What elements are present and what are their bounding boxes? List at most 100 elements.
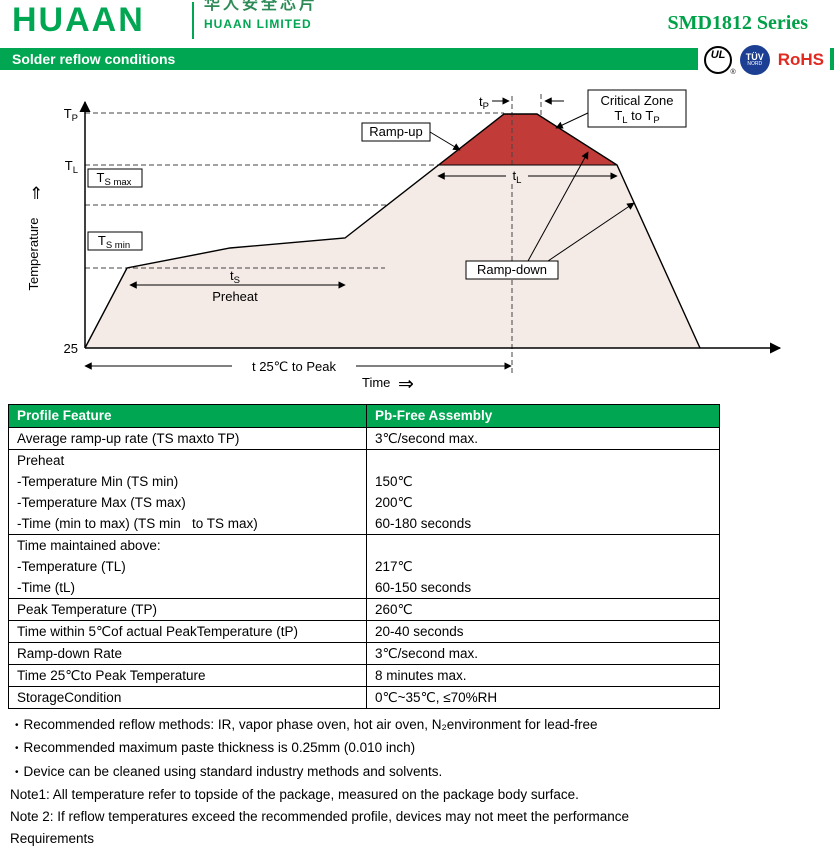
cell-line: 200℃ [375, 495, 413, 510]
cell-line: Time within 5℃of actual PeakTemperature … [17, 624, 299, 639]
cell-line: Preheat [17, 453, 65, 468]
ramp-down-annotation: Ramp-down [465, 151, 635, 280]
value-cell: 260℃ [366, 599, 719, 620]
time-axis-arrow-icon: ⇒ [398, 373, 414, 395]
tp-axis-label: TP [64, 106, 78, 124]
cell-line: 3℃/second max. [375, 431, 478, 446]
feature-cell: Preheat -Temperature Min (TS min) -Tempera… [9, 450, 366, 534]
table-header-row: Profile Feature Pb-Free Assembly [9, 405, 719, 427]
svg-text:TS min: TS min [98, 233, 130, 251]
profile-shaded-area [85, 114, 700, 348]
svg-text:tL: tL [513, 168, 522, 186]
reference-dashed-lines [85, 94, 542, 375]
cell-line: 0℃~35℃, ≤70%RH [375, 690, 498, 705]
note-text: Requirements [10, 831, 95, 847]
table-row: Peak Temperature (TP) 260℃ [9, 598, 719, 620]
note-line: • Recommended maximum paste thickness is … [10, 737, 830, 760]
huaan-logo: HUAAN [12, 1, 145, 39]
x-axis-title: Time [362, 375, 390, 390]
cell-line: 60-150 seconds [375, 580, 472, 595]
note-text: Recommended reflow methods: IR, vapor ph… [23, 717, 598, 732]
cell-line: -Temperature (TL) [17, 559, 126, 574]
note-line: Requirements [10, 828, 830, 850]
ul-logo-icon: UL ® [703, 46, 736, 76]
note-text: Note 2: If reflow temperatures exceed th… [10, 809, 630, 825]
table-row: Time 25℃to Peak Temperature 8 minutes max… [9, 664, 719, 686]
svg-text:Ramp-down: Ramp-down [477, 262, 547, 277]
value-cell: 3℃/second max. [366, 428, 719, 449]
y-axis-title: Temperature [26, 218, 41, 291]
cell-line: -Time (tL) [17, 580, 75, 595]
svg-text:Critical Zone: Critical Zone [601, 93, 674, 108]
svg-text:Preheat: Preheat [212, 289, 258, 304]
tuv-logo-text: TÜV [745, 52, 764, 62]
note-line: Note 2: If reflow temperatures exceed th… [10, 806, 830, 828]
table-row: Time within 5℃of actual PeakTemperature … [9, 620, 719, 642]
reflow-profile-chart: TP TL 25 ⇑ Temperature Time ⇒ TS max TS … [26, 89, 782, 395]
cell-line [375, 535, 719, 556]
cell-line: -Temperature Min (TS min) [17, 474, 179, 489]
table-header-profile-feature: Profile Feature [17, 408, 112, 423]
cell-line: 150℃ [375, 474, 413, 489]
cell-line: Time 25℃to Peak Temperature [17, 668, 206, 683]
tp-dimension: tP [479, 94, 564, 112]
bullet-dot: • [15, 720, 19, 731]
value-cell: 217℃ 60-150 seconds [366, 535, 719, 598]
feature-cell: Time 25℃to Peak Temperature [9, 665, 366, 686]
note-text: Device can be cleaned using standard ind… [23, 763, 443, 779]
critical-zone-area [438, 114, 617, 165]
rohs-logo: RoHS [777, 50, 824, 69]
cell-line: 60-180 seconds [375, 516, 472, 531]
table-row: Average ramp-up rate (TS maxto TP) 3℃/sec… [9, 427, 719, 449]
table-row: Preheat -Temperature Min (TS min) -Tempera… [9, 449, 719, 534]
ul-registered-mark: ® [730, 69, 736, 76]
bullet-dot: • [15, 766, 19, 778]
cell-line: -Time (min to max) (TS min to TS max) [17, 516, 258, 531]
feature-cell: Ramp-down Rate [9, 643, 366, 664]
table-row: Time maintained above: -Temperature (TL) -… [9, 534, 719, 598]
notes-section: • Recommended reflow methods: IR, vapor p… [10, 714, 830, 851]
tuv-logo-icon: TÜV NORD [739, 45, 770, 75]
certification-logos: UL ® TÜV NORD RoHS [697, 42, 830, 78]
temperature-axis-arrow-icon: ⇑ [29, 184, 43, 204]
series-title: SMD1812 Series [667, 12, 808, 34]
cell-line: 260℃ [375, 602, 413, 617]
table-body: Average ramp-up rate (TS maxto TP) 3℃/sec… [9, 427, 719, 708]
critical-zone-annotation: Critical Zone TL to TP [555, 89, 687, 129]
cell-line: StorageCondition [17, 690, 122, 705]
svg-text:tS: tS [230, 268, 240, 286]
feature-cell: StorageCondition [9, 687, 366, 708]
svg-text:Ramp-up: Ramp-up [369, 124, 422, 139]
cell-line: 20-40 seconds [375, 624, 464, 639]
ts-dimension: tS Preheat [129, 268, 346, 304]
value-cell: 8 minutes max. [366, 665, 719, 686]
table-row: StorageCondition 0℃~35℃, ≤70%RH [9, 686, 719, 708]
feature-cell: Average ramp-up rate (TS maxto TP) [9, 428, 366, 449]
ts-max-box: TS max [87, 168, 143, 188]
value-cell: 20-40 seconds [366, 621, 719, 642]
reflow-curve [84, 113, 701, 349]
note-line: • Device can be cleaned using standard in… [10, 761, 830, 784]
svg-text:tP: tP [479, 94, 489, 112]
reflow-profile-table: Profile Feature Pb-Free Assembly Average… [8, 404, 720, 709]
cell-line: Time maintained above: [17, 538, 161, 553]
company-name-chinese: 华人安全芯片 [204, 0, 319, 13]
value-cell: 0℃~35℃, ≤70%RH [366, 687, 719, 708]
table-row: Ramp-down Rate 3℃/second max. [9, 642, 719, 664]
ramp-up-annotation: Ramp-up [361, 122, 461, 151]
ts-min-box: TS min [87, 231, 143, 251]
bullet-dot: • [15, 743, 19, 755]
note-line: • Recommended reflow methods: IR, vapor p… [10, 714, 830, 737]
cell-line: -Temperature Max (TS max) [17, 495, 186, 510]
svg-text:t 25℃ to Peak: t 25℃ to Peak [252, 359, 336, 374]
note-line: Note1: All temperature refer to topside … [10, 784, 830, 806]
feature-cell: Peak Temperature (TP) [9, 599, 366, 620]
company-name: HUAAN LIMITED [204, 17, 312, 31]
tuv-logo-subtext: NORD [747, 61, 763, 67]
t25-to-peak-dimension: t 25℃ to Peak [84, 358, 512, 374]
ul-logo-text: UL [710, 49, 726, 61]
feature-cell: Time maintained above: -Temperature (TL) -… [9, 535, 366, 598]
value-cell: 150℃ 200℃ 60-180 seconds [366, 450, 719, 534]
cell-line: 217℃ [375, 559, 413, 574]
